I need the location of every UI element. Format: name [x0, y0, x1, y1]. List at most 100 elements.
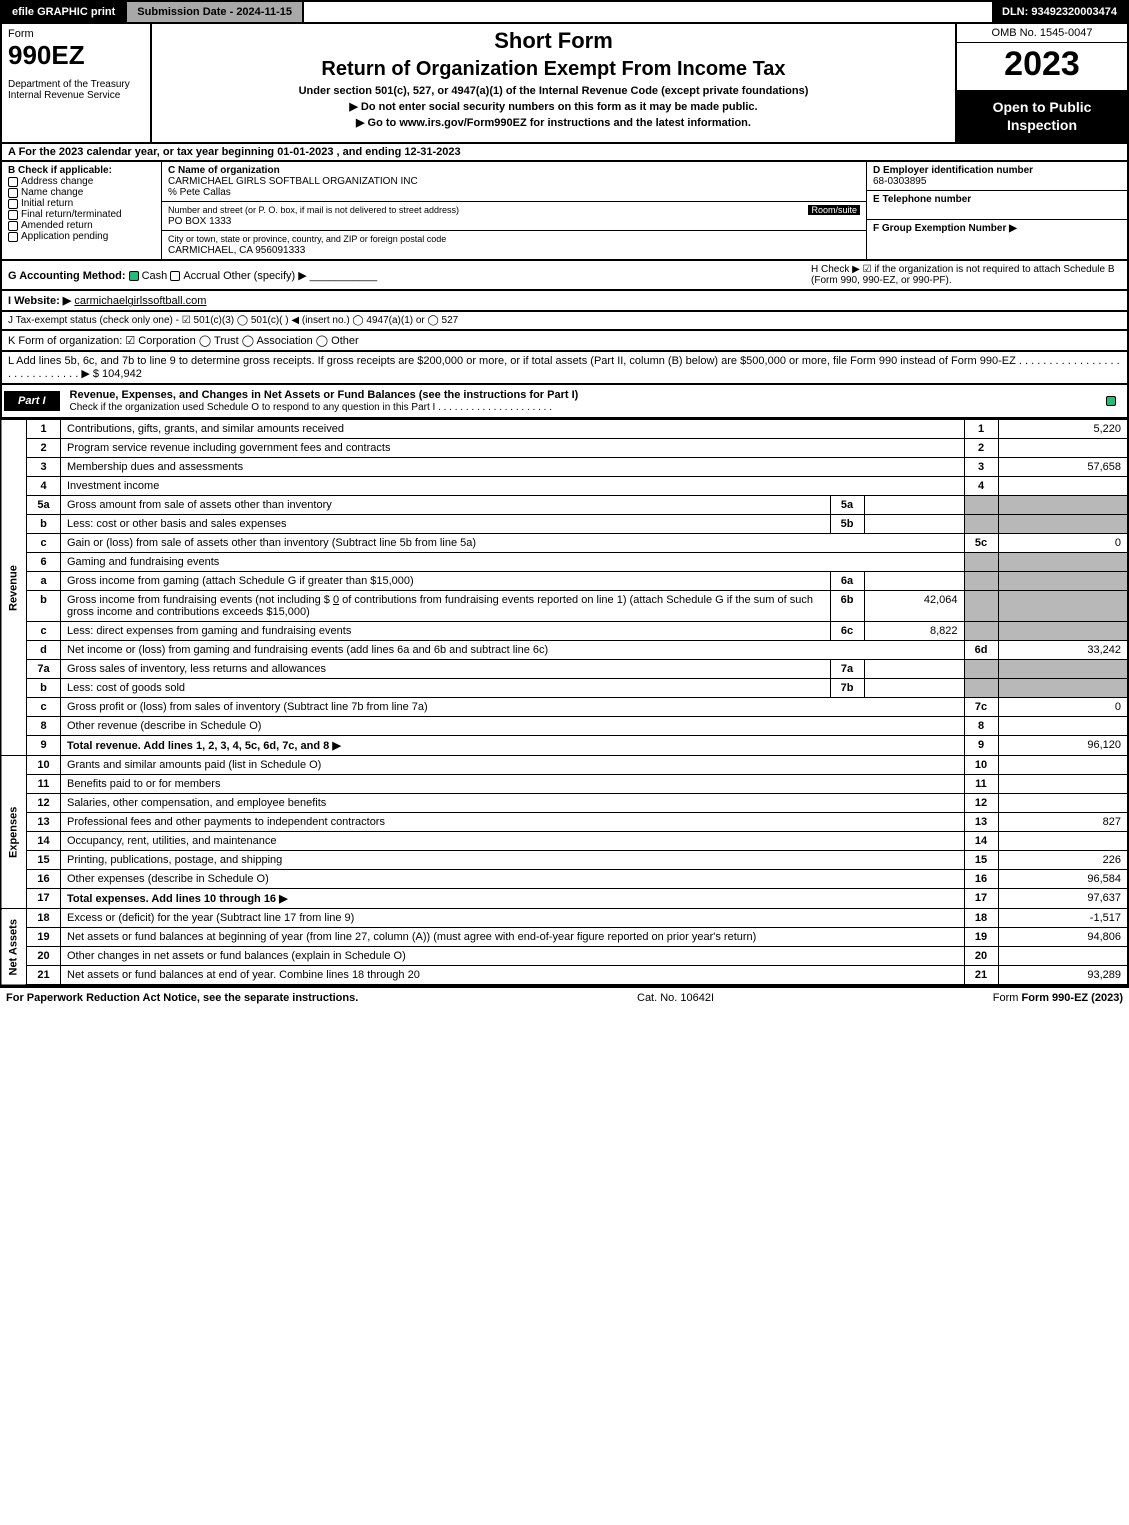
part1-check-text: Check if the organization used Schedule … — [70, 402, 552, 413]
row6a-sub: 6a — [830, 572, 864, 591]
footer-left: For Paperwork Reduction Act Notice, see … — [6, 992, 358, 1004]
row7a-num: 7a — [27, 660, 61, 679]
part1-schedule-o-checkbox[interactable] — [1106, 396, 1116, 406]
row7a-text: Gross sales of inventory, less returns a… — [61, 660, 831, 679]
row5a-sub: 5a — [830, 496, 864, 515]
form-header: Form 990EZ Department of the Treasury In… — [0, 24, 1129, 144]
row6b-sub: 6b — [830, 591, 864, 622]
chk-amended-return[interactable] — [8, 221, 18, 231]
efile-print-button[interactable]: efile GRAPHIC print — [2, 2, 127, 22]
row18-num: 18 — [27, 909, 61, 928]
row6b-t1v: 0 — [333, 594, 339, 606]
chk-application-pending[interactable] — [8, 232, 18, 242]
row8-text: Other revenue (describe in Schedule O) — [61, 717, 965, 736]
row14-amt — [998, 832, 1128, 851]
row8-amt — [998, 717, 1128, 736]
opt-address-change: Address change — [21, 176, 93, 187]
row11-amt — [998, 775, 1128, 794]
row5b-shade2 — [998, 515, 1128, 534]
row17-text: Total expenses. Add lines 10 through 16 … — [61, 889, 965, 909]
row16-text: Other expenses (describe in Schedule O) — [61, 870, 965, 889]
row16-ln: 16 — [964, 870, 998, 889]
f-label: F Group Exemption Number ▶ — [873, 223, 1017, 234]
row10-amt — [998, 756, 1128, 775]
row6b-shade1 — [964, 591, 998, 622]
row12-ln: 12 — [964, 794, 998, 813]
row17-num: 17 — [27, 889, 61, 909]
row20-text: Other changes in net assets or fund bala… — [61, 947, 965, 966]
row17-amt: 97,637 — [998, 889, 1128, 909]
under-section: Under section 501(c), 527, or 4947(a)(1)… — [160, 85, 947, 97]
omb-number: OMB No. 1545-0047 — [957, 24, 1127, 43]
row1-ln: 1 — [964, 420, 998, 439]
chk-cash[interactable] — [129, 271, 139, 281]
row5c-amt: 0 — [998, 534, 1128, 553]
row5a-shade1 — [964, 496, 998, 515]
row6d-num: d — [27, 641, 61, 660]
row6a-shade2 — [998, 572, 1128, 591]
row6c-shade1 — [964, 622, 998, 641]
chk-accrual[interactable] — [170, 271, 180, 281]
short-form-title: Short Form — [160, 28, 947, 54]
row9-ln: 9 — [964, 736, 998, 756]
row15-amt: 226 — [998, 851, 1128, 870]
row15-text: Printing, publications, postage, and shi… — [61, 851, 965, 870]
row11-text: Benefits paid to or for members — [61, 775, 965, 794]
section-a: A For the 2023 calendar year, or tax yea… — [0, 144, 1129, 162]
part1-header: Part I Revenue, Expenses, and Changes in… — [0, 385, 1129, 419]
row9-amt: 96,120 — [998, 736, 1128, 756]
opt-application-pending: Application pending — [21, 231, 108, 242]
header-center: Short Form Return of Organization Exempt… — [152, 24, 957, 142]
row10-ln: 10 — [964, 756, 998, 775]
opt-cash: Cash — [142, 270, 168, 282]
row7b-shade2 — [998, 679, 1128, 698]
row6d-amt: 33,242 — [998, 641, 1128, 660]
expenses-vlabel: Expenses — [1, 756, 27, 909]
part1-tab: Part I — [4, 391, 60, 411]
row14-text: Occupancy, rent, utilities, and maintena… — [61, 832, 965, 851]
row21-text: Net assets or fund balances at end of ye… — [61, 966, 965, 986]
row8-ln: 8 — [964, 717, 998, 736]
topbar-spacer — [304, 2, 992, 22]
part1-title-text: Revenue, Expenses, and Changes in Net As… — [70, 389, 579, 401]
d-label: D Employer identification number — [873, 165, 1033, 176]
row-1: Revenue 1 Contributions, gifts, grants, … — [1, 420, 1128, 439]
row7b-text: Less: cost of goods sold — [61, 679, 831, 698]
section-c: C Name of organization CARMICHAEL GIRLS … — [162, 162, 867, 259]
row7a-sub: 7a — [830, 660, 864, 679]
opt-final-return: Final return/terminated — [21, 209, 122, 220]
chk-initial-return[interactable] — [8, 199, 18, 209]
goto-link[interactable]: ▶ Go to www.irs.gov/Form990EZ for instru… — [160, 116, 947, 129]
chk-name-change[interactable] — [8, 188, 18, 198]
org-name: CARMICHAEL GIRLS SOFTBALL ORGANIZATION I… — [168, 176, 418, 187]
row2-num: 2 — [27, 439, 61, 458]
row14-num: 14 — [27, 832, 61, 851]
dln-label: DLN: 93492320003474 — [992, 2, 1127, 22]
row6c-num: c — [27, 622, 61, 641]
row6b-t1: Gross income from fundraising events (no… — [67, 594, 330, 606]
row21-ln: 21 — [964, 966, 998, 986]
arrow-icon: ▶ — [332, 740, 340, 752]
chk-address-change[interactable] — [8, 177, 18, 187]
row9-text: Total revenue. Add lines 1, 2, 3, 4, 5c,… — [61, 736, 965, 756]
header-left: Form 990EZ Department of the Treasury In… — [2, 24, 152, 142]
row3-ln: 3 — [964, 458, 998, 477]
main-title: Return of Organization Exempt From Incom… — [160, 58, 947, 81]
section-i: I Website: ▶ carmichaelgirlssoftball.com — [0, 291, 1129, 312]
submission-date-label: Submission Date - 2024-11-15 — [127, 2, 304, 22]
row5a-subamt — [864, 496, 964, 515]
part1-table: Revenue 1 Contributions, gifts, grants, … — [0, 419, 1129, 986]
opt-other: Other (specify) ▶ — [223, 270, 307, 282]
row7c-text: Gross profit or (loss) from sales of inv… — [61, 698, 965, 717]
open-public-badge: Open to Public Inspection — [957, 90, 1127, 142]
row8-num: 8 — [27, 717, 61, 736]
row6c-sub: 6c — [830, 622, 864, 641]
row1-num: 1 — [27, 420, 61, 439]
page-footer: For Paperwork Reduction Act Notice, see … — [0, 986, 1129, 1008]
row15-num: 15 — [27, 851, 61, 870]
form-word: Form — [8, 28, 144, 40]
website-link[interactable]: carmichaelgirlssoftball.com — [74, 295, 206, 307]
chk-final-return[interactable] — [8, 210, 18, 220]
row21-num: 21 — [27, 966, 61, 986]
row1-text: Contributions, gifts, grants, and simila… — [61, 420, 965, 439]
